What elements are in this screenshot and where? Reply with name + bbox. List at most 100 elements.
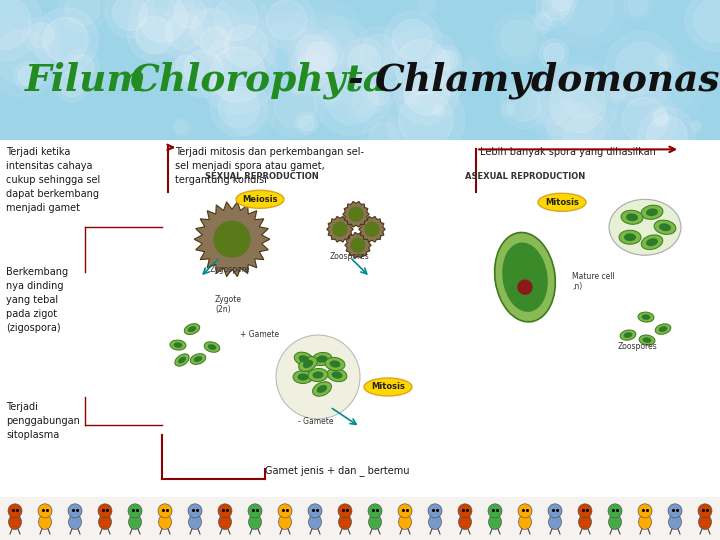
Circle shape bbox=[364, 77, 395, 110]
Circle shape bbox=[65, 0, 100, 25]
Ellipse shape bbox=[428, 515, 441, 529]
Circle shape bbox=[128, 504, 142, 518]
Ellipse shape bbox=[638, 312, 654, 322]
Circle shape bbox=[0, 30, 50, 85]
Circle shape bbox=[578, 504, 592, 518]
Circle shape bbox=[23, 17, 59, 53]
Circle shape bbox=[464, 60, 480, 77]
Ellipse shape bbox=[312, 372, 323, 379]
Circle shape bbox=[60, 71, 85, 97]
Circle shape bbox=[639, 107, 696, 165]
Circle shape bbox=[184, 50, 223, 89]
Circle shape bbox=[507, 87, 541, 122]
Circle shape bbox=[539, 39, 569, 69]
Ellipse shape bbox=[128, 515, 142, 529]
Circle shape bbox=[158, 5, 210, 58]
Circle shape bbox=[174, 0, 206, 28]
Circle shape bbox=[658, 53, 672, 67]
Circle shape bbox=[210, 78, 268, 137]
Ellipse shape bbox=[294, 352, 314, 366]
Circle shape bbox=[168, 0, 212, 35]
Circle shape bbox=[325, 72, 378, 124]
Circle shape bbox=[433, 106, 443, 116]
Circle shape bbox=[536, 90, 605, 159]
Circle shape bbox=[0, 18, 61, 96]
Circle shape bbox=[43, 17, 89, 63]
Circle shape bbox=[488, 504, 502, 518]
Ellipse shape bbox=[99, 515, 112, 529]
Circle shape bbox=[338, 504, 352, 518]
Ellipse shape bbox=[578, 515, 592, 529]
Ellipse shape bbox=[655, 324, 671, 334]
Circle shape bbox=[560, 0, 614, 36]
Ellipse shape bbox=[538, 193, 586, 211]
Ellipse shape bbox=[502, 242, 548, 312]
Circle shape bbox=[538, 65, 618, 144]
Ellipse shape bbox=[668, 515, 682, 529]
Circle shape bbox=[361, 35, 397, 72]
Text: Mitosis: Mitosis bbox=[371, 382, 405, 392]
Circle shape bbox=[295, 52, 330, 87]
Circle shape bbox=[532, 10, 554, 33]
Circle shape bbox=[248, 504, 262, 518]
Circle shape bbox=[310, 29, 363, 81]
Text: Mature cell
,n): Mature cell ,n) bbox=[572, 272, 615, 291]
Circle shape bbox=[547, 0, 577, 15]
Circle shape bbox=[650, 107, 671, 128]
Ellipse shape bbox=[175, 354, 189, 366]
Circle shape bbox=[214, 0, 258, 40]
Circle shape bbox=[288, 45, 338, 95]
Circle shape bbox=[503, 104, 513, 115]
Ellipse shape bbox=[495, 233, 555, 322]
Circle shape bbox=[19, 66, 39, 86]
Circle shape bbox=[176, 42, 231, 97]
Circle shape bbox=[608, 83, 628, 103]
Circle shape bbox=[578, 83, 588, 92]
Text: Terjadi ketika
intensitas cahaya
cukup sehingga sel
dapat berkembang
menjadi gam: Terjadi ketika intensitas cahaya cukup s… bbox=[6, 147, 100, 213]
Circle shape bbox=[300, 35, 343, 79]
Text: + Gamete: + Gamete bbox=[240, 330, 279, 339]
Text: Zygote
(2n): Zygote (2n) bbox=[215, 295, 242, 314]
Circle shape bbox=[492, 12, 544, 64]
Circle shape bbox=[521, 73, 582, 135]
Circle shape bbox=[210, 40, 230, 59]
Circle shape bbox=[0, 0, 31, 49]
Circle shape bbox=[435, 72, 463, 100]
Circle shape bbox=[368, 82, 391, 105]
Circle shape bbox=[434, 46, 462, 75]
Ellipse shape bbox=[317, 385, 327, 393]
Ellipse shape bbox=[170, 340, 186, 350]
Circle shape bbox=[544, 43, 564, 64]
Circle shape bbox=[188, 504, 202, 518]
Circle shape bbox=[64, 49, 99, 85]
Ellipse shape bbox=[299, 355, 310, 363]
Ellipse shape bbox=[248, 515, 261, 529]
Ellipse shape bbox=[312, 353, 332, 366]
Circle shape bbox=[529, 83, 572, 126]
Circle shape bbox=[365, 222, 379, 236]
Circle shape bbox=[398, 92, 453, 147]
Circle shape bbox=[38, 504, 52, 518]
Ellipse shape bbox=[68, 515, 81, 529]
Circle shape bbox=[652, 65, 696, 110]
Circle shape bbox=[458, 504, 472, 518]
Circle shape bbox=[549, 0, 626, 48]
Circle shape bbox=[542, 0, 569, 20]
Circle shape bbox=[158, 504, 172, 518]
Polygon shape bbox=[359, 217, 385, 242]
Ellipse shape bbox=[330, 360, 341, 368]
Text: -: - bbox=[335, 62, 377, 99]
Ellipse shape bbox=[549, 515, 562, 529]
Ellipse shape bbox=[488, 515, 502, 529]
Circle shape bbox=[295, 35, 331, 71]
Text: Lebih banyak spora yang dihasilkan: Lebih banyak spora yang dihasilkan bbox=[480, 147, 656, 157]
Circle shape bbox=[139, 0, 187, 43]
Text: Chlamydomonas: Chlamydomonas bbox=[375, 62, 720, 99]
Ellipse shape bbox=[184, 323, 199, 334]
Circle shape bbox=[127, 8, 181, 62]
Circle shape bbox=[200, 27, 230, 56]
Ellipse shape bbox=[620, 330, 636, 340]
Ellipse shape bbox=[293, 370, 313, 383]
Text: Terjadi
penggabungan
sitoplasma: Terjadi penggabungan sitoplasma bbox=[6, 402, 80, 440]
Circle shape bbox=[369, 123, 400, 154]
